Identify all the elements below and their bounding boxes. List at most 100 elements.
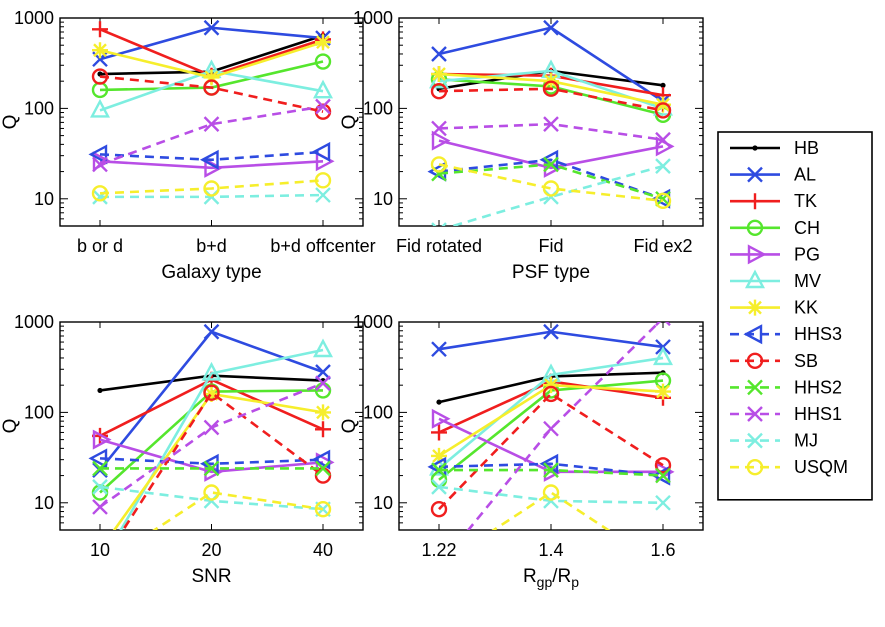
legend-entry-pg: PG bbox=[730, 244, 820, 265]
series-layer bbox=[88, 323, 335, 573]
legend-marker bbox=[747, 193, 763, 210]
data-point-hhs3 bbox=[311, 141, 331, 162]
data-point-hb bbox=[660, 82, 666, 88]
x-tick-label: 1.4 bbox=[538, 540, 563, 560]
data-point-hhs3 bbox=[88, 448, 108, 469]
y-axis-label: Q bbox=[339, 115, 360, 130]
x-tick-label: 20 bbox=[201, 540, 221, 560]
data-point-hhs1 bbox=[655, 322, 671, 327]
series-line-hhs1 bbox=[438, 122, 664, 142]
data-point-usqm bbox=[432, 559, 446, 573]
x-tick-label: Fid ex2 bbox=[633, 236, 692, 256]
legend-label: MJ bbox=[794, 431, 818, 451]
data-point-hhs3 bbox=[88, 144, 108, 165]
data-point-pg bbox=[431, 130, 451, 151]
data-point-hhs1 bbox=[92, 499, 108, 515]
data-point-mv bbox=[652, 96, 674, 116]
data-point-sb bbox=[430, 82, 448, 100]
legend-entry-kk: KK bbox=[730, 298, 818, 318]
legend-label: HHS2 bbox=[794, 377, 842, 397]
data-point-sb bbox=[203, 384, 220, 401]
series-line-pg bbox=[99, 438, 324, 474]
y-tick-label: 1000 bbox=[14, 8, 54, 28]
series-line-mv bbox=[438, 356, 664, 470]
data-point-hhs1 bbox=[315, 375, 331, 392]
data-point-mv bbox=[90, 98, 110, 118]
legend-entry-al: AL bbox=[730, 165, 816, 185]
data-point-hhs1 bbox=[431, 120, 447, 137]
series-line-hhs3 bbox=[438, 158, 664, 201]
legend-entry-hhs1: HHS1 bbox=[730, 404, 842, 424]
data-point-hhs1 bbox=[92, 156, 108, 173]
legend-entry-mv: MV bbox=[730, 269, 821, 291]
data-point-usqm bbox=[542, 484, 560, 501]
data-point-ch bbox=[314, 53, 332, 70]
data-point-usqm bbox=[91, 185, 109, 202]
x-tick-label: b+d bbox=[196, 236, 227, 256]
series-layer bbox=[427, 19, 675, 226]
data-point-al bbox=[543, 323, 559, 340]
series-line-hhs3 bbox=[99, 150, 324, 162]
data-point-al bbox=[431, 341, 447, 358]
x-tick-label: 1.22 bbox=[421, 540, 456, 560]
data-point-mj bbox=[431, 479, 447, 495]
chart-panel-3: 10 100 1000 10 20 40 Q SNR bbox=[0, 312, 364, 587]
data-point-hhs2 bbox=[315, 460, 331, 477]
data-point-kk bbox=[315, 404, 331, 421]
series-line-pg bbox=[99, 159, 324, 170]
y-axis-label: Q bbox=[339, 419, 360, 434]
data-point-hb bbox=[97, 387, 103, 394]
data-point-kk bbox=[655, 383, 671, 400]
data-point-sb bbox=[203, 79, 220, 96]
data-point-mv bbox=[653, 346, 673, 366]
data-point-sb bbox=[314, 103, 332, 120]
data-point-al bbox=[315, 364, 331, 380]
data-point-sb bbox=[93, 559, 107, 573]
y-tick-label: 100 bbox=[24, 98, 54, 118]
legend-box bbox=[717, 131, 873, 501]
series-layer bbox=[427, 322, 675, 573]
data-point-sb bbox=[91, 68, 109, 85]
series-line-pg bbox=[438, 139, 664, 170]
x-tick-label: b or d bbox=[77, 236, 123, 256]
x-axis-label: Galaxy type bbox=[161, 262, 261, 283]
data-point-hhs3 bbox=[199, 149, 219, 170]
data-point-kk bbox=[203, 69, 220, 86]
data-point-tk bbox=[92, 21, 108, 38]
legend-label: SB bbox=[794, 351, 818, 371]
legend-label: AL bbox=[794, 165, 816, 185]
legend-entry-tk: TK bbox=[730, 191, 817, 211]
legend-label: PG bbox=[794, 244, 820, 264]
data-point-sb bbox=[542, 80, 560, 97]
legend-label: CH bbox=[794, 218, 820, 238]
legend-entry-hhs3: HHS3 bbox=[730, 324, 842, 344]
data-point-usqm bbox=[430, 156, 448, 173]
data-point-usqm bbox=[654, 192, 672, 210]
legend-entry-hhs2: HHS2 bbox=[730, 377, 842, 397]
legend-entry-usqm: USQM bbox=[730, 457, 848, 477]
data-point-sb bbox=[542, 385, 560, 403]
y-tick-label: 10 bbox=[34, 189, 54, 209]
data-point-kk bbox=[431, 447, 447, 464]
legend-marker bbox=[747, 406, 763, 422]
legend-marker bbox=[747, 379, 763, 396]
legend-label: HHS1 bbox=[794, 404, 842, 424]
legend-marker bbox=[747, 166, 763, 183]
data-point-mj bbox=[315, 187, 331, 203]
x-axis-label: PSF type bbox=[512, 262, 590, 283]
y-axis-label: Q bbox=[0, 115, 21, 130]
chart-panel-4: 10 100 1000 1.22 1.4 1.6 Q Rgp/Rp bbox=[339, 312, 704, 590]
legend-label: KK bbox=[794, 298, 818, 318]
data-point-al bbox=[203, 323, 220, 340]
series-line-sb bbox=[121, 391, 324, 530]
series-layer bbox=[88, 19, 335, 205]
data-point-usqm bbox=[203, 484, 220, 501]
legend-marker bbox=[752, 145, 758, 151]
x-tick-label: b+d offcenter bbox=[270, 236, 375, 256]
data-point-hhs1 bbox=[543, 116, 559, 132]
data-point-hhs2 bbox=[203, 460, 220, 477]
data-point-kk bbox=[203, 385, 220, 402]
data-point-sb bbox=[314, 467, 332, 484]
data-point-sb bbox=[430, 500, 448, 518]
data-point-hhs1 bbox=[543, 420, 559, 437]
